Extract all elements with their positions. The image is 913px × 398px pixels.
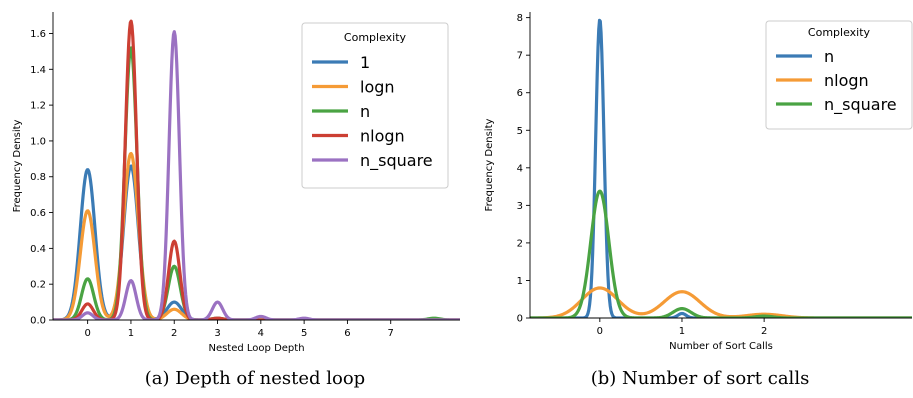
legend: Complexity n nlogn n_square [765, 20, 913, 130]
x-tick-label: 5 [301, 328, 307, 339]
series-group [53, 19, 460, 320]
legend-label-nlogn: nlogn [824, 71, 869, 90]
y-axis-label: Frequency Density [12, 119, 23, 212]
x-tick-label: 6 [344, 328, 350, 339]
chart-panel-nested-loop-depth: 0.0 0.2 0.4 0.6 0.8 1.0 1.2 1.4 1.6 0 1 2 3 4 5 6 7 Neste… [12, 12, 460, 389]
legend-title: Complexity [344, 31, 407, 44]
chart-panel-sort-calls: 0 1 2 3 4 5 6 7 8 0 1 2 Number of Sort Calls Frequenc… [484, 12, 913, 389]
y-tick-label: 0.8 [30, 172, 46, 183]
y-tick-label: 1.2 [30, 101, 46, 112]
y-tick-label: 3 [517, 201, 523, 212]
y-axis-label: Frequency Density [484, 118, 495, 211]
legend-box [765, 20, 913, 130]
figure-caption: (a) Depth of nested loop [145, 368, 365, 389]
legend-box [301, 22, 449, 189]
legend-title: Complexity [808, 26, 871, 39]
legend-label-logn: logn [360, 78, 395, 97]
y-tick-label: 4 [517, 163, 523, 174]
legend-label-n-square: n_square [824, 95, 897, 115]
x-tick-label: 4 [258, 328, 264, 339]
legend-label-nlogn: nlogn [360, 127, 405, 146]
series-line-nlogn [530, 286, 912, 318]
x-tick-label: 0 [597, 326, 603, 337]
y-tick-label: 0 [517, 314, 523, 325]
y-tick-label: 1 [517, 276, 523, 287]
legend-label-n-square: n_square [360, 151, 433, 171]
y-tick-label: 0.0 [30, 316, 46, 327]
x-tick-label: 7 [388, 328, 394, 339]
series-group [530, 18, 912, 318]
legend-label-n: n [824, 47, 834, 66]
y-tick-label: 1.0 [30, 136, 46, 147]
y-tick-label: 8 [517, 13, 523, 24]
figure-caption: (b) Number of sort calls [591, 368, 810, 389]
y-tick-label: 5 [517, 126, 523, 137]
legend: Complexity 1 logn n nlogn n_square [301, 22, 449, 189]
y-tick-label: 0.6 [30, 208, 46, 219]
y-tick-label: 0.2 [30, 280, 46, 291]
x-tick-label: 1 [128, 328, 134, 339]
series-line-nlogn [53, 19, 460, 320]
x-tick-label: 0 [84, 328, 90, 339]
y-tick-label: 1.6 [30, 29, 46, 40]
x-axis-label: Number of Sort Calls [669, 341, 773, 352]
x-axis-label: Nested Loop Depth [208, 343, 304, 354]
y-tick-label: 6 [517, 88, 523, 99]
x-tick-label: 2 [761, 326, 767, 337]
legend-label-n: n [360, 102, 370, 121]
y-tick-label: 7 [517, 51, 523, 62]
x-tick-label: 3 [214, 328, 220, 339]
series-line-n-square [53, 30, 460, 320]
series-line-1 [53, 164, 460, 320]
series-line-n-square [530, 189, 912, 318]
legend-label-1: 1 [360, 53, 370, 72]
y-tick-label: 0.4 [30, 244, 46, 255]
x-tick-label: 1 [679, 326, 685, 337]
y-tick-label: 2 [517, 238, 523, 249]
x-tick-label: 2 [171, 328, 177, 339]
y-tick-label: 1.4 [30, 65, 46, 76]
